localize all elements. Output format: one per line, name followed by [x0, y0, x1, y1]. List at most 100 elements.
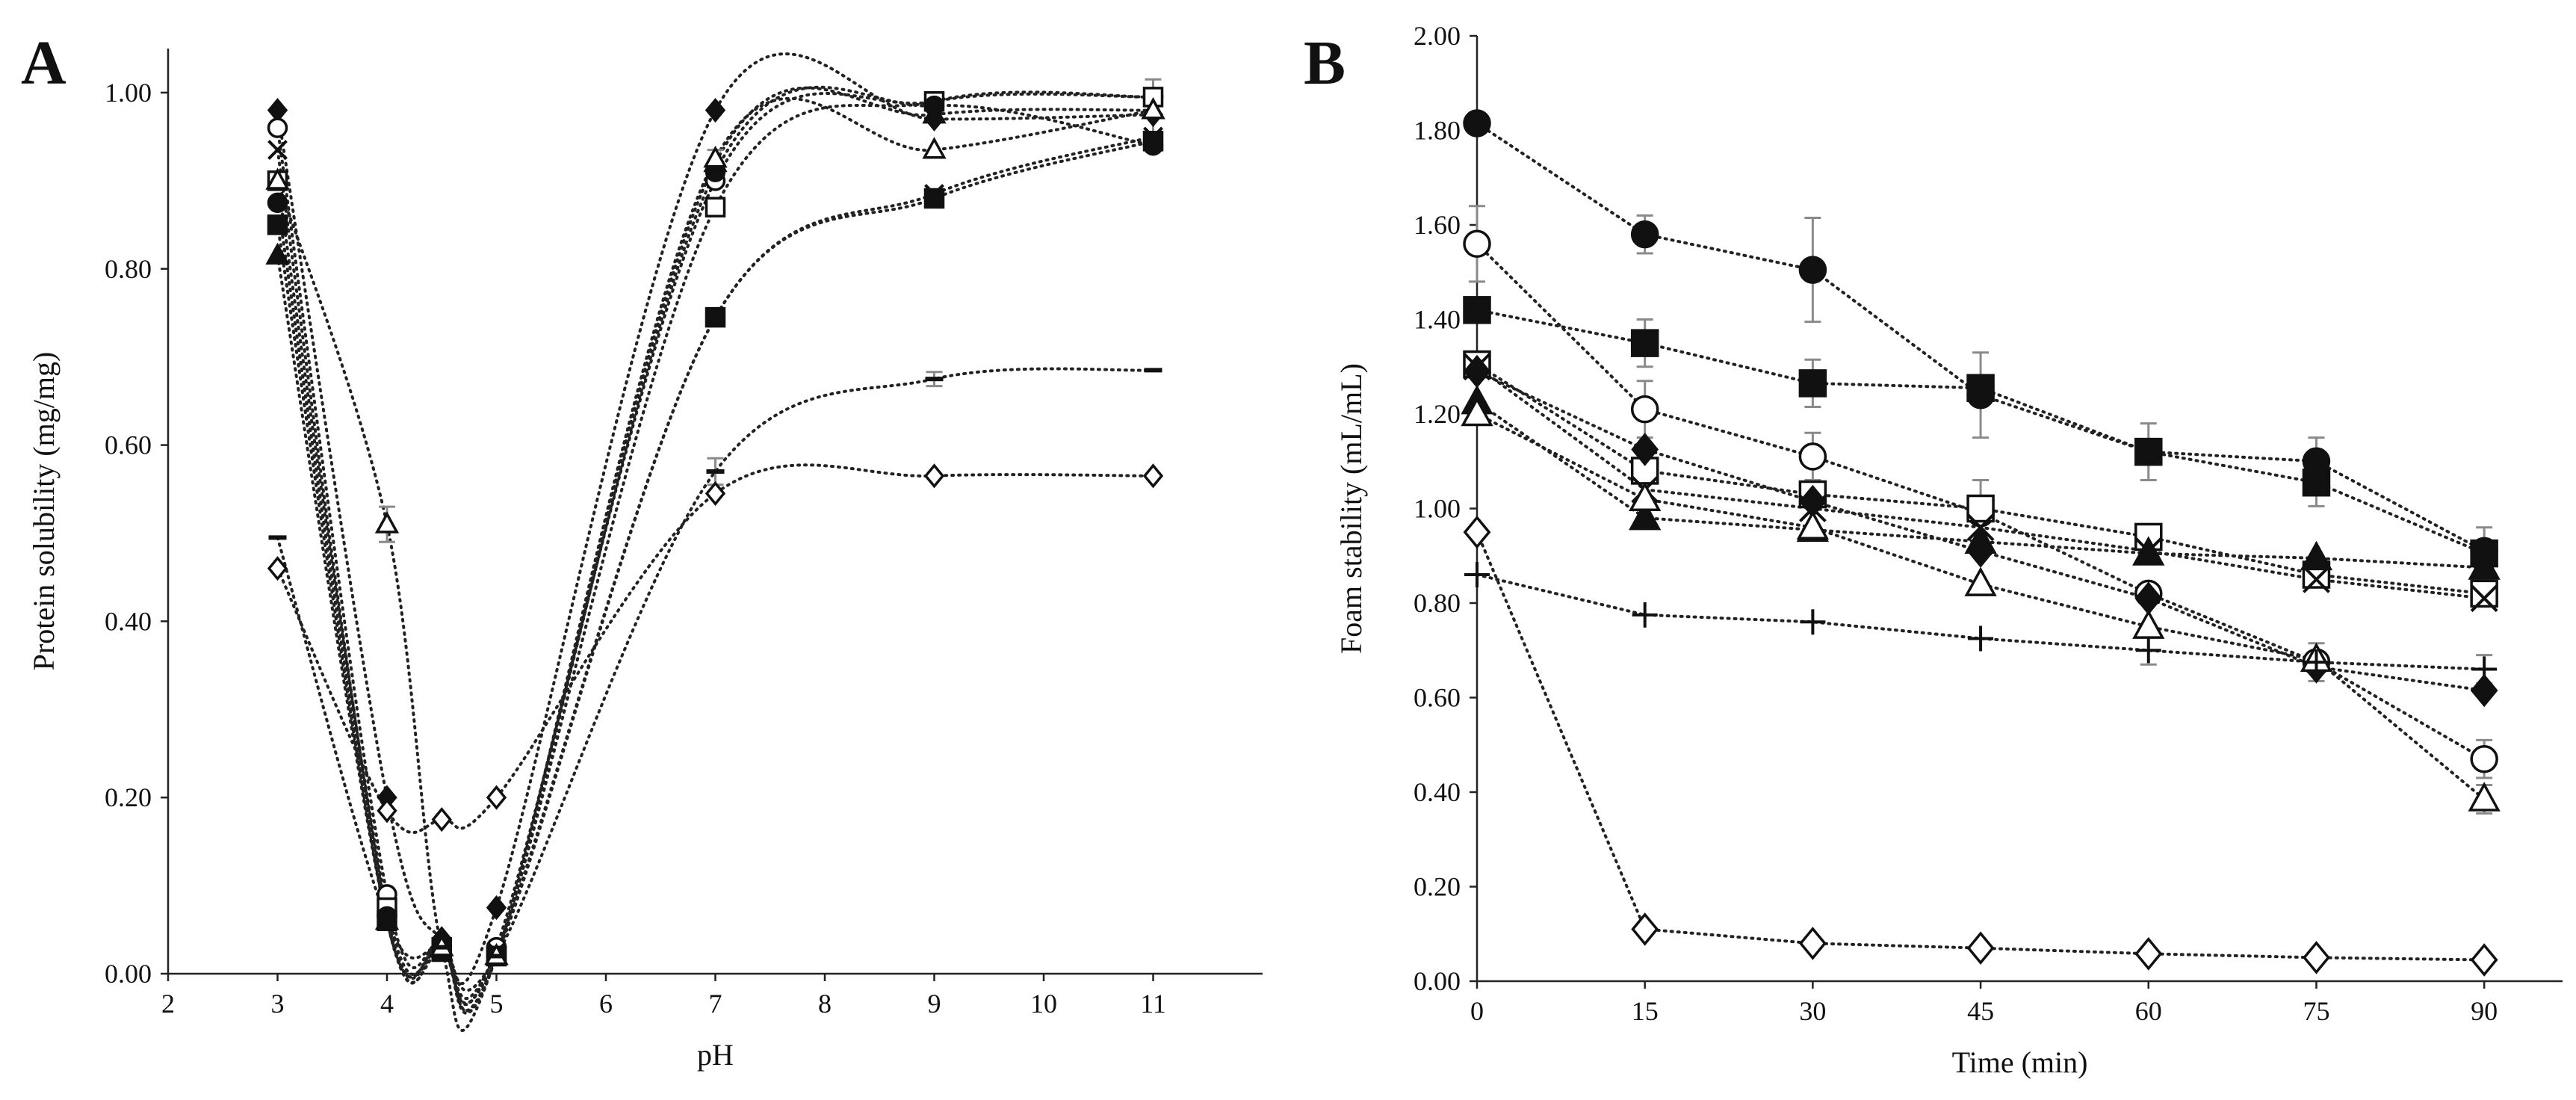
- data-point-diamond-filled: [705, 97, 726, 123]
- y-tick-label: 0.80: [1414, 588, 1461, 618]
- data-point-dash-filled: [925, 377, 944, 382]
- data-point-x-open-stroke: [267, 140, 288, 161]
- y-tick-label: 1.00: [1414, 494, 1461, 524]
- data-point-circle-filled: [1463, 109, 1491, 138]
- y-tick-label: 0.20: [105, 782, 152, 812]
- data-point-triangle-open: [2132, 609, 2165, 639]
- data-point-dash-filled: [706, 469, 725, 474]
- series-line: [276, 85, 1155, 1013]
- data-point-circle-open: [2470, 744, 2498, 773]
- y-tick-label: 1.60: [1414, 210, 1461, 240]
- data-point-triangle-open: [1461, 396, 1493, 427]
- x-tick-label: 4: [380, 989, 394, 1019]
- x-tick-label: 6: [599, 989, 613, 1019]
- series-line: [276, 463, 1155, 835]
- data-point-circle-open: [1463, 229, 1491, 259]
- data-point-diamond-open: [1463, 515, 1491, 549]
- x-tick-label: 5: [490, 989, 504, 1019]
- series-line: [276, 139, 1155, 1005]
- series-line: [276, 52, 1155, 986]
- series-line: [1476, 531, 2486, 962]
- data-point-x-open-stroke: [2470, 584, 2498, 613]
- data-point-circle-open: [1630, 395, 1659, 424]
- series-line: [276, 96, 1155, 1032]
- data-point-triangle-open: [922, 137, 947, 159]
- data-point-triangle-open: [1629, 481, 1662, 512]
- data-point-square-filled: [923, 188, 945, 209]
- data-point-dash-filled: [487, 954, 506, 959]
- y-tick-label: 0.60: [105, 430, 152, 460]
- data-point-triangle-filled: [265, 242, 290, 265]
- series-line: [276, 135, 1155, 1001]
- data-point-circle-open: [267, 117, 288, 138]
- data-point-triangle-filled: [1629, 500, 1662, 531]
- data-point-square-open: [2470, 579, 2498, 608]
- x-axis-title: Time (min): [1952, 1045, 2088, 1079]
- panel-letter: B: [1304, 28, 1346, 98]
- data-point-dash-filled: [378, 918, 396, 924]
- data-point-diamond-open: [923, 463, 945, 489]
- data-point-plus-open: [2135, 637, 2161, 664]
- data-point-diamond-open: [1631, 912, 1659, 946]
- data-point-circle-filled: [267, 192, 288, 214]
- data-point-square-open: [1142, 87, 1164, 108]
- data-point-dash-filled: [433, 945, 451, 950]
- data-point-plus-open: [2303, 649, 2329, 676]
- data-point-triangle-filled: [1964, 524, 1997, 554]
- data-point-diamond-open: [431, 807, 452, 832]
- x-tick-label: 45: [1967, 996, 1994, 1026]
- data-point-square-filled: [1966, 374, 1995, 402]
- y-tick-label: 1.40: [1414, 305, 1461, 335]
- y-tick-label: 0.60: [1414, 683, 1461, 713]
- data-point-dash-filled: [268, 535, 287, 540]
- series-line: [276, 86, 1155, 1015]
- data-point-triangle-filled: [2468, 550, 2501, 580]
- data-point-diamond-filled: [486, 895, 507, 921]
- x-tick-label: 2: [161, 989, 175, 1019]
- data-point-square-filled: [1630, 329, 1659, 357]
- x-tick-label: 11: [1140, 989, 1166, 1019]
- x-tick-label: 15: [1632, 996, 1659, 1026]
- x-tick-label: 7: [709, 989, 722, 1019]
- data-point-dash-filled: [1144, 368, 1162, 373]
- series-line: [276, 367, 1155, 992]
- data-point-diamond-open: [2470, 943, 2498, 977]
- x-tick-label: 8: [818, 989, 832, 1019]
- data-point-plus-open: [1800, 609, 1826, 635]
- y-tick-label: 2.00: [1414, 21, 1461, 51]
- x-tick-label: 75: [2303, 996, 2329, 1026]
- data-point-diamond-filled: [2470, 673, 2498, 708]
- data-point-x-open-stroke: [2303, 565, 2330, 593]
- data-point-plus-open: [1968, 625, 1994, 652]
- panel-letter: A: [21, 28, 66, 98]
- data-point-square-filled: [2302, 468, 2331, 497]
- data-point-x-open: [2470, 584, 2498, 613]
- data-point-square-filled: [2134, 437, 2163, 466]
- data-point-plus-open: [1464, 562, 1490, 588]
- series-line: [276, 92, 1155, 1007]
- data-point-diamond-filled: [1631, 433, 1659, 466]
- panel-b-chart: B 0.00 0.20 0.40 0.60 0.80 1.00 1.20 1.40 1.60 1.8…: [1304, 21, 2563, 1079]
- x-tick-label: 9: [928, 989, 941, 1019]
- data-point-square-filled: [267, 214, 288, 235]
- y-tick-label: 0.80: [105, 254, 152, 284]
- data-point-triangle-open: [1796, 510, 1830, 540]
- x-tick-label: 3: [271, 989, 285, 1019]
- data-point-circle-open: [1798, 442, 1827, 471]
- y-tick-label: 0.00: [105, 959, 152, 989]
- data-point-diamond-open: [2134, 937, 2163, 971]
- y-tick-label: 1.00: [105, 78, 152, 108]
- data-point-diamond-open: [1142, 463, 1164, 489]
- data-point-triangle-filled: [2300, 540, 2333, 571]
- data-point-triangle-open: [265, 167, 290, 190]
- data-point-triangle-filled: [2132, 536, 2165, 566]
- y-tick-label: 1.20: [1414, 399, 1461, 429]
- data-point-diamond-open: [705, 481, 726, 506]
- data-point-square-filled: [705, 306, 726, 328]
- x-tick-label: 60: [2135, 996, 2162, 1026]
- data-point-diamond-open: [377, 798, 397, 824]
- data-point-triangle-open: [1141, 97, 1165, 120]
- data-point-circle-filled: [1798, 256, 1827, 284]
- data-point-x-open: [267, 140, 288, 161]
